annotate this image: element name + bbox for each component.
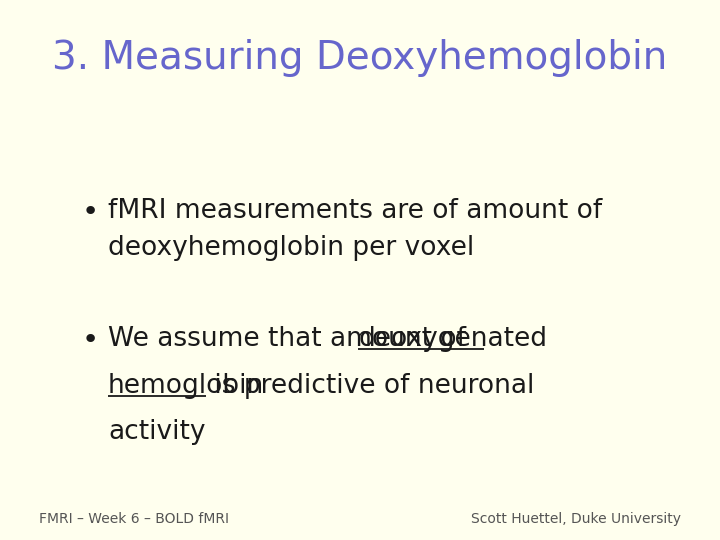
Text: deoxygenated: deoxygenated [358, 326, 547, 352]
Text: We assume that amount of: We assume that amount of [108, 326, 474, 352]
Text: •: • [82, 198, 99, 226]
Text: FMRI – Week 6 – BOLD fMRI: FMRI – Week 6 – BOLD fMRI [40, 512, 230, 526]
Text: activity: activity [108, 420, 205, 446]
Text: Scott Huettel, Duke University: Scott Huettel, Duke University [471, 512, 680, 526]
Text: •: • [82, 326, 99, 354]
Text: hemoglobin: hemoglobin [108, 373, 264, 399]
Text: fMRI measurements are of amount of
deoxyhemoglobin per voxel: fMRI measurements are of amount of deoxy… [108, 198, 603, 261]
Text: 3. Measuring Deoxyhemoglobin: 3. Measuring Deoxyhemoglobin [53, 39, 667, 77]
Text: is predictive of neuronal: is predictive of neuronal [206, 373, 534, 399]
